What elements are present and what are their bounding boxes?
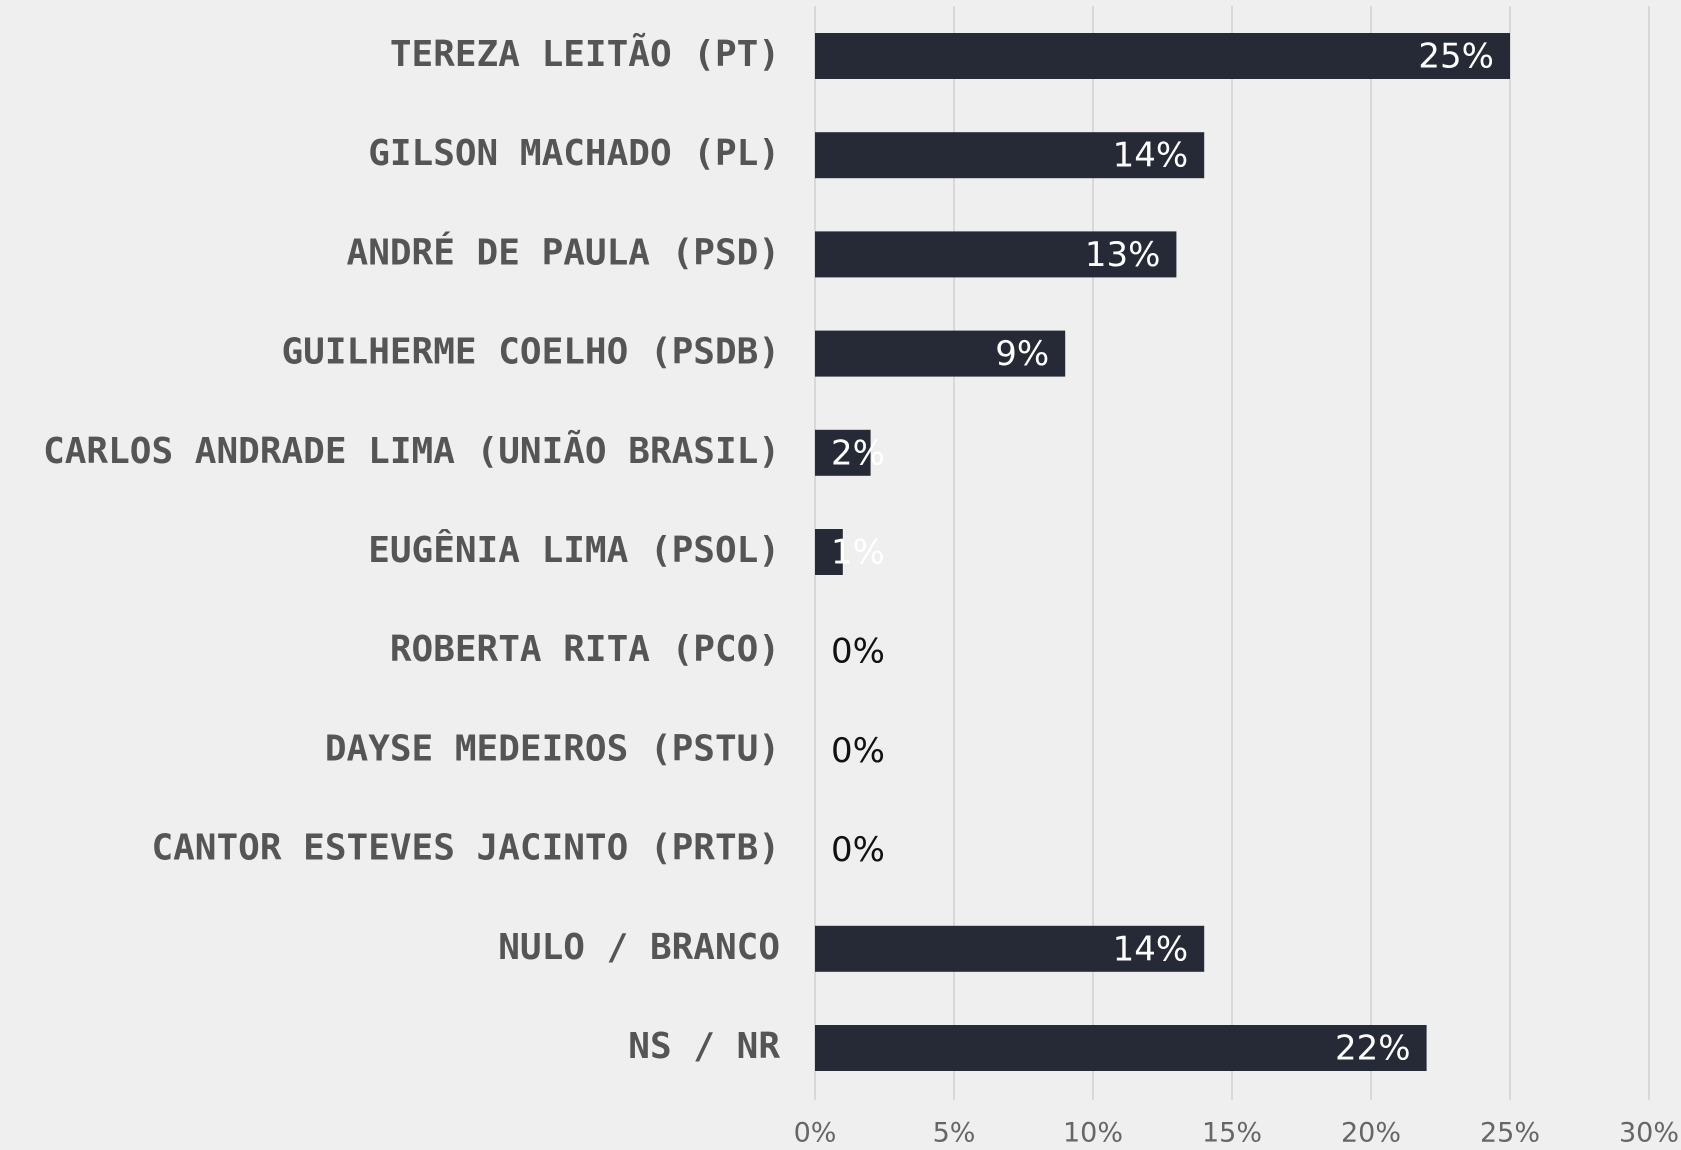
x-tick-label: 10% — [1063, 1118, 1123, 1149]
bar — [815, 132, 1205, 179]
category-label: TEREZA LEITÃO (PT) — [390, 33, 780, 75]
value-label: 14% — [1113, 929, 1189, 969]
value-label: 25% — [1418, 37, 1494, 77]
category-label: DAYSE MEDEIROS (PSTU) — [325, 728, 780, 769]
value-label: 13% — [1085, 235, 1161, 275]
value-label: 0% — [831, 731, 885, 771]
category-label: ROBERTA RITA (PCO) — [390, 629, 780, 670]
category-label: NS / NR — [628, 1026, 780, 1067]
x-tick-label: 25% — [1480, 1118, 1540, 1149]
bar — [815, 429, 871, 476]
bar — [815, 330, 1066, 377]
category-label: GILSON MACHADO (PL) — [368, 133, 780, 174]
value-label: 9% — [995, 334, 1049, 374]
category-label: CARLOS ANDRADE LIMA (UNIÃO BRASIL) — [43, 430, 780, 472]
category-label: NULO / BRANCO — [498, 927, 780, 968]
value-label: 22% — [1335, 1029, 1411, 1069]
category-label: GUILHERME COELHO (PSDB) — [282, 332, 781, 373]
x-tick-label: 30% — [1619, 1118, 1679, 1149]
category-label: EUGÊNIA LIMA (PSOL) — [368, 529, 780, 571]
value-label: 14% — [1113, 136, 1189, 176]
category-label: CANTOR ESTEVES JACINTO (PRTB) — [151, 828, 780, 869]
bar — [815, 231, 1177, 278]
value-label: 2% — [831, 433, 885, 473]
x-tick-label: 5% — [933, 1118, 976, 1149]
x-tick-label: 20% — [1341, 1118, 1401, 1149]
bar — [815, 1025, 1427, 1071]
value-label: 0% — [831, 830, 885, 870]
bar — [815, 925, 1205, 972]
value-label: 0% — [831, 632, 885, 672]
category-label: ANDRÉ DE PAULA (PSD) — [347, 231, 780, 273]
x-tick-label: 15% — [1202, 1118, 1262, 1149]
bar — [815, 529, 843, 575]
bar — [815, 33, 1510, 79]
value-label: 1% — [831, 533, 885, 573]
x-tick-label: 0% — [794, 1118, 837, 1149]
